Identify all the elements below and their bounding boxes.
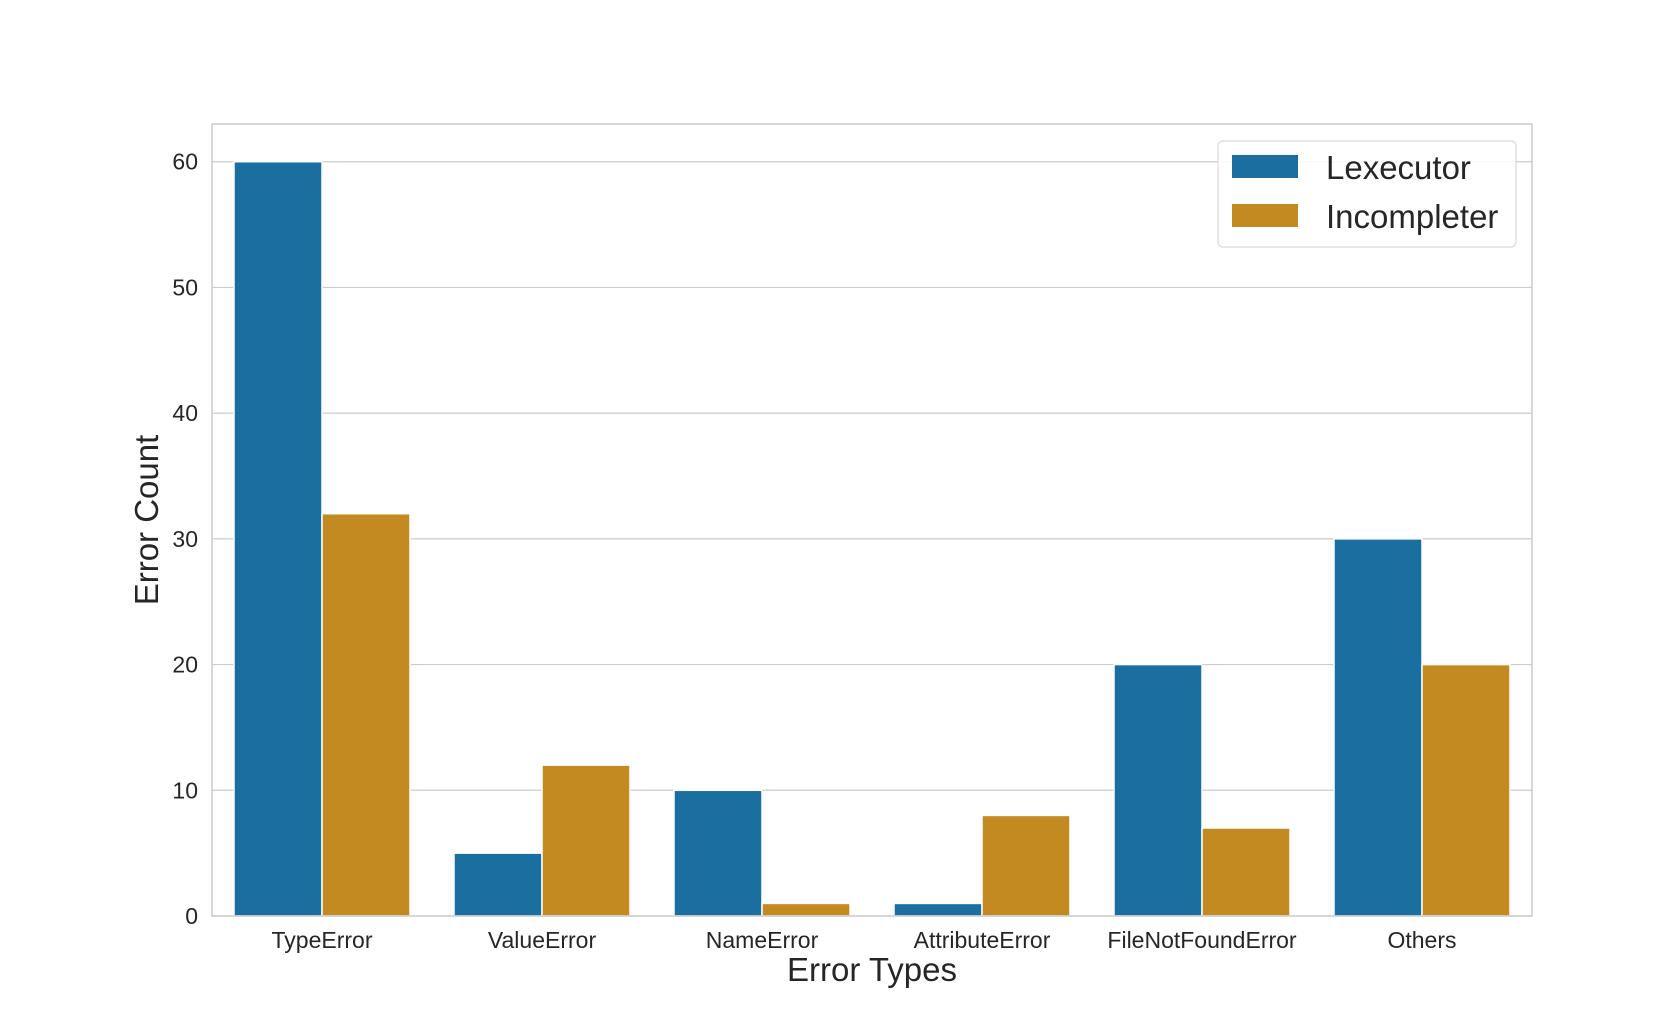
y-tick-label: 30 [172, 526, 198, 552]
y-tick-label: 0 [185, 903, 198, 929]
x-tick-label: AttributeError [914, 927, 1051, 953]
bar-incompleter-nameerror [761, 902, 851, 917]
x-tick-label: NameError [706, 927, 819, 953]
bar-lexecutor-valueerror [453, 852, 543, 917]
legend: Lexecutor Incompleter [1217, 140, 1517, 248]
y-tick-label: 50 [172, 274, 198, 300]
y-axis-title: Error Count [128, 435, 165, 606]
bar-lexecutor-typeerror [233, 160, 323, 917]
legend-swatch-lexecutor [1232, 155, 1298, 178]
y-tick-label: 40 [172, 400, 198, 426]
y-tick-label: 20 [172, 652, 198, 678]
legend-items: Lexecutor Incompleter [1232, 149, 1498, 235]
legend-swatch-incompleter [1232, 204, 1298, 227]
x-tick-label: FileNotFoundError [1107, 927, 1297, 953]
x-tick-label: ValueError [488, 927, 597, 953]
bar-incompleter-valueerror [541, 764, 631, 917]
legend-label-lexecutor: Lexecutor [1326, 149, 1471, 186]
x-axis-title: Error Types [787, 951, 957, 988]
bar-incompleter-filenotfounderror [1201, 827, 1291, 917]
legend-label-incompleter: Incompleter [1326, 198, 1498, 235]
plot-frame [211, 123, 1533, 917]
y-tick-labels: 0 10 20 30 40 50 60 [172, 149, 198, 929]
y-tick-label: 10 [172, 777, 198, 803]
bar-incompleter-attributeerror [981, 814, 1071, 917]
bar-incompleter-others [1421, 663, 1511, 917]
y-tick-label: 60 [172, 149, 198, 175]
x-tick-label: Others [1387, 927, 1456, 953]
bar-lexecutor-nameerror [673, 789, 763, 917]
x-tick-label: TypeError [272, 927, 373, 953]
x-tick-labels: TypeError ValueError NameError AttributeErr… [272, 927, 1457, 953]
bar-lexecutor-others [1333, 538, 1423, 917]
bar-lexecutor-attributeerror [893, 902, 983, 917]
bar-incompleter-typeerror [321, 512, 411, 917]
bar-lexecutor-filenotfounderror [1113, 663, 1203, 917]
